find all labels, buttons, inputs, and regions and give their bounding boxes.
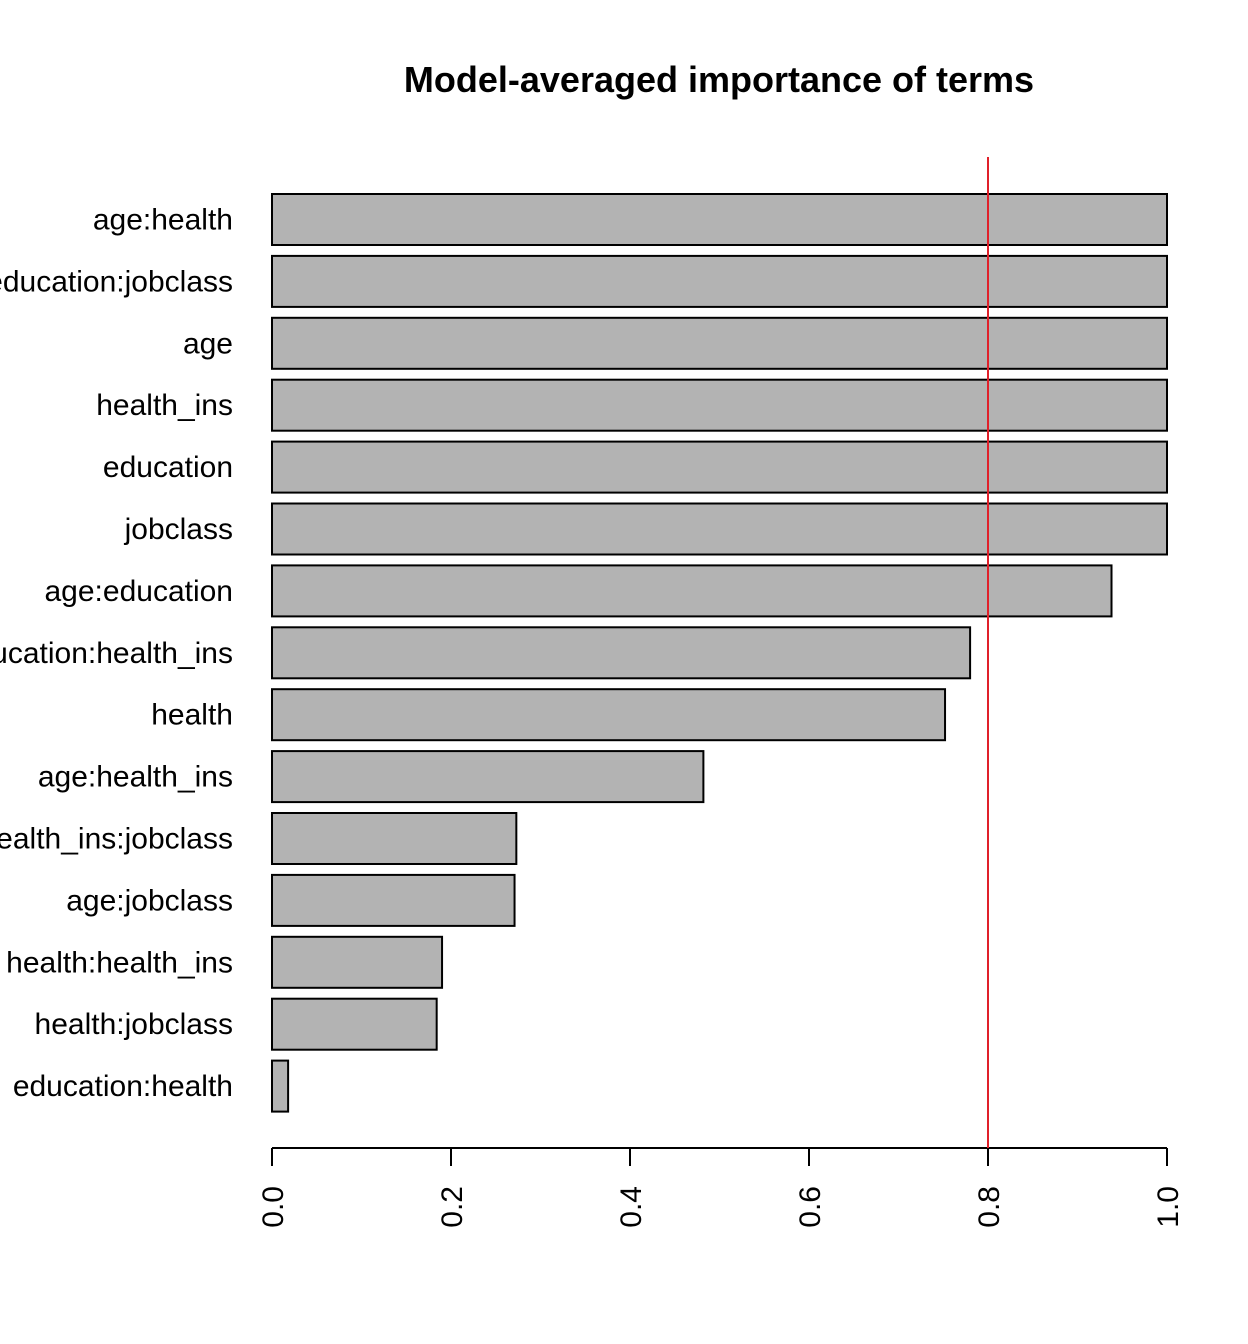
x-tick-label: 0.2 <box>436 1186 469 1228</box>
category-labels: age:health education:jobclass age health_in… <box>0 204 233 1104</box>
chart-title: Model-averaged importance of terms <box>404 59 1034 100</box>
x-tick-label: 1.0 <box>1152 1186 1185 1228</box>
bar <box>271 564 1113 618</box>
x-axis: 0.0 0.2 0.4 0.6 0.8 1.0 <box>257 1147 1185 1228</box>
bar <box>271 688 947 742</box>
category-label: education:health <box>13 1070 233 1103</box>
x-tick-label: 0.0 <box>257 1186 290 1228</box>
category-label: age:education <box>45 575 234 608</box>
x-tick-label: 0.8 <box>973 1186 1006 1228</box>
category-label: health_ins:jobclass <box>0 823 233 856</box>
category-label: health:health_ins <box>6 946 233 979</box>
category-label: health <box>151 699 233 732</box>
category-label: education:jobclass <box>0 265 233 298</box>
bar <box>271 626 972 680</box>
category-label: age <box>183 327 233 360</box>
bar <box>271 750 705 804</box>
x-tick-label: 0.4 <box>615 1186 648 1228</box>
bar <box>271 873 516 927</box>
bar <box>271 254 1168 308</box>
category-label: education:health_ins <box>0 637 233 670</box>
bar <box>271 935 444 989</box>
category-label: age:jobclass <box>66 884 233 917</box>
category-label: age:health_ins <box>38 761 233 794</box>
bar <box>271 316 1168 370</box>
bar <box>271 812 518 865</box>
category-label: age:health <box>93 204 233 237</box>
category-label: jobclass <box>124 513 233 546</box>
x-tick-label: 0.6 <box>794 1186 827 1228</box>
bar <box>271 997 438 1051</box>
bar <box>271 378 1168 432</box>
category-label: education <box>103 451 233 484</box>
category-label: health_ins <box>96 389 233 422</box>
bar <box>271 502 1168 556</box>
bar <box>271 1059 290 1113</box>
bar <box>271 440 1168 494</box>
bar <box>271 193 1168 246</box>
bars-group <box>271 193 1168 1113</box>
category-label: health:jobclass <box>35 1008 233 1041</box>
